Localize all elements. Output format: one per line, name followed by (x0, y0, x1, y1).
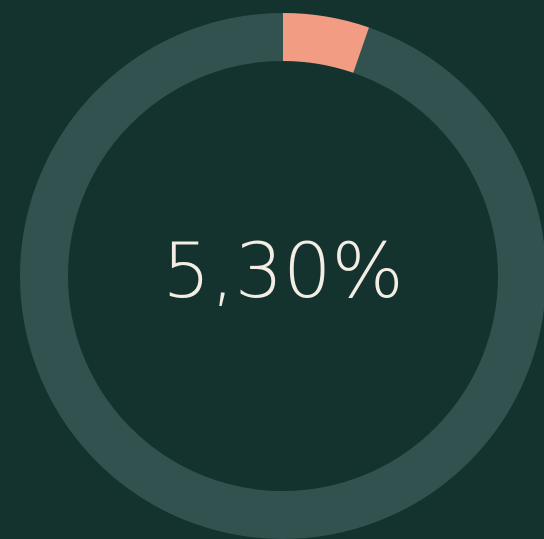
donut-segment (282, 13, 369, 73)
center-label: 5,30% (162, 226, 403, 315)
